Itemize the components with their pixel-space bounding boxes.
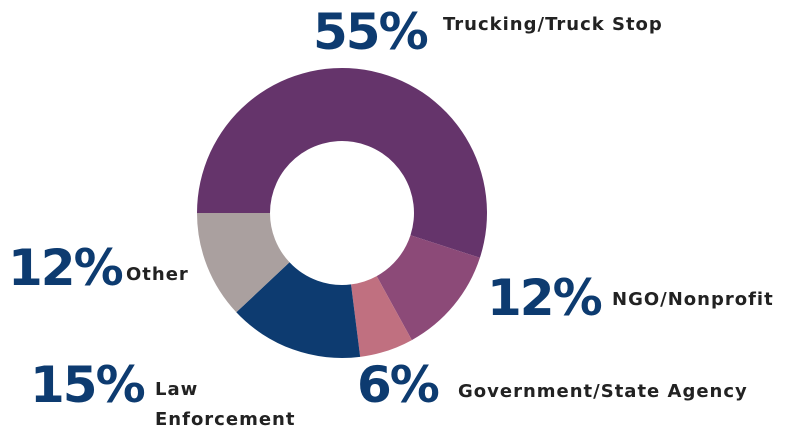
category-label: Trucking/Truck Stop bbox=[443, 14, 663, 35]
value-label: 15% bbox=[30, 356, 146, 414]
value-label: 55% bbox=[313, 3, 429, 61]
donut-slice bbox=[197, 213, 290, 313]
donut-slice bbox=[236, 262, 361, 358]
donut-slice bbox=[351, 276, 412, 357]
category-label: Government/State Agency bbox=[458, 381, 748, 402]
category-label: Other bbox=[126, 264, 189, 285]
category-label: Law Enforcement bbox=[155, 379, 296, 430]
donut-slice bbox=[197, 67, 488, 258]
value-label: 6% bbox=[357, 356, 440, 414]
value-label: 12% bbox=[8, 239, 124, 297]
donut-slice bbox=[376, 235, 480, 341]
value-label: 12% bbox=[487, 269, 603, 327]
category-label: NGO/Nonprofit bbox=[612, 289, 774, 310]
